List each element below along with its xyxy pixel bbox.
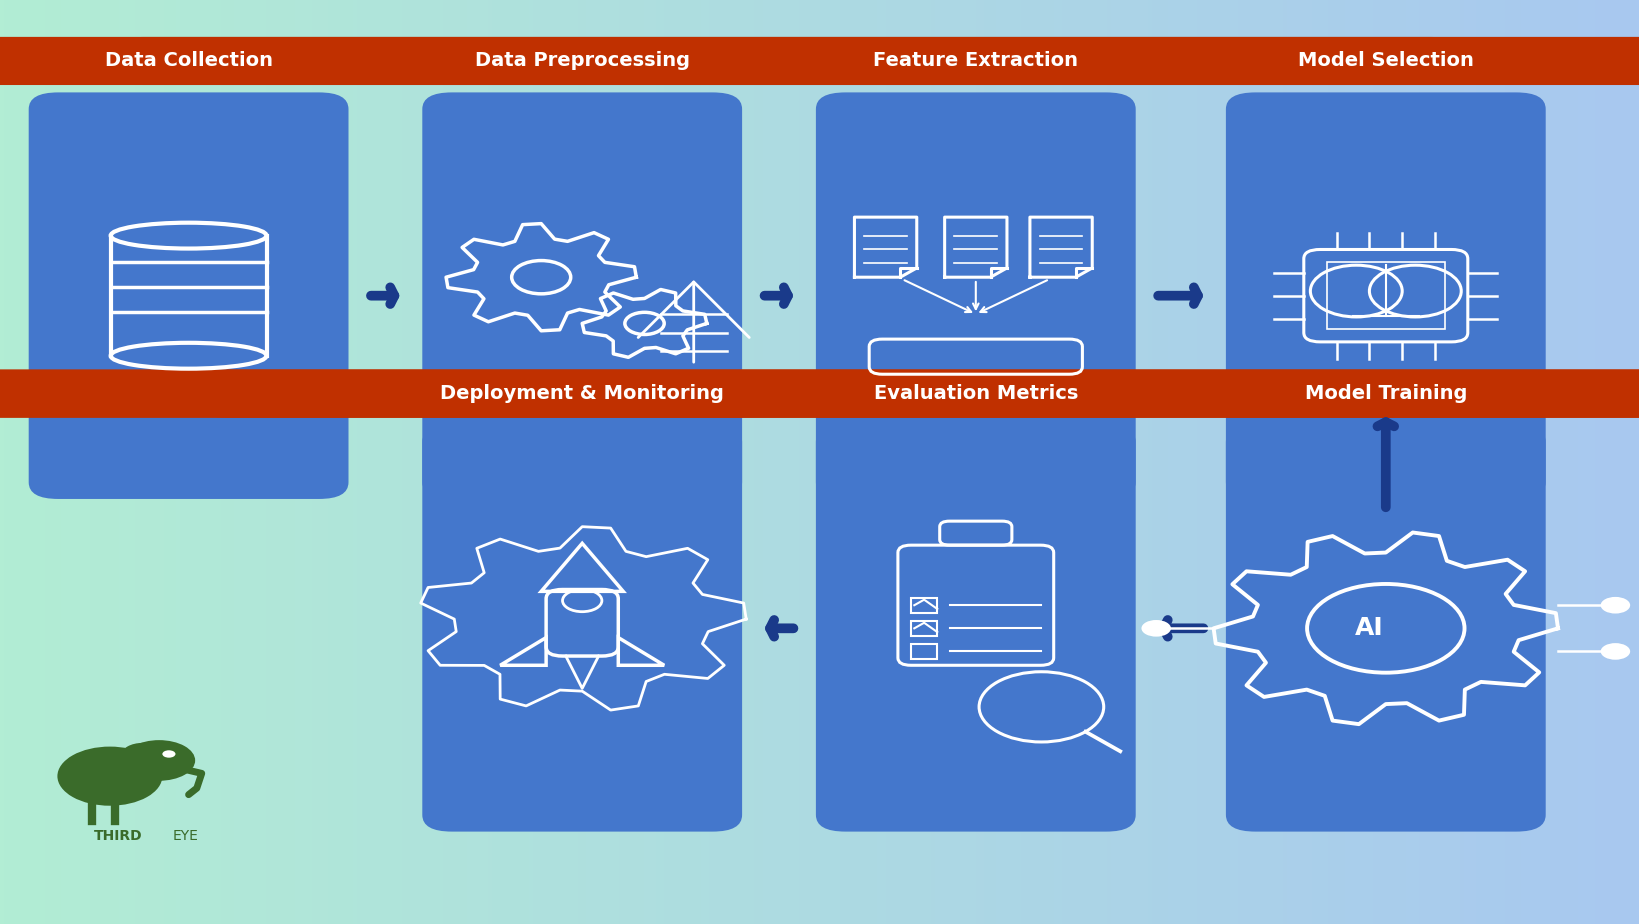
FancyBboxPatch shape bbox=[0, 37, 1457, 85]
Circle shape bbox=[1600, 597, 1629, 614]
Text: Deployment & Monitoring: Deployment & Monitoring bbox=[439, 384, 724, 403]
FancyBboxPatch shape bbox=[1224, 425, 1544, 832]
FancyBboxPatch shape bbox=[0, 37, 1639, 85]
Text: Model Training: Model Training bbox=[1303, 384, 1467, 403]
FancyBboxPatch shape bbox=[815, 92, 1134, 499]
Circle shape bbox=[1600, 643, 1629, 660]
FancyBboxPatch shape bbox=[116, 37, 1639, 85]
Text: AI: AI bbox=[1354, 616, 1383, 640]
Text: Data Preprocessing: Data Preprocessing bbox=[474, 52, 690, 70]
Text: EYE: EYE bbox=[172, 829, 198, 843]
Circle shape bbox=[123, 740, 195, 781]
Text: THIRD: THIRD bbox=[93, 829, 143, 843]
FancyBboxPatch shape bbox=[421, 92, 741, 499]
FancyBboxPatch shape bbox=[198, 370, 1639, 418]
Text: Feature Extraction: Feature Extraction bbox=[872, 52, 1078, 70]
FancyBboxPatch shape bbox=[421, 425, 741, 832]
FancyBboxPatch shape bbox=[1224, 92, 1544, 499]
Text: Data Collection: Data Collection bbox=[105, 52, 272, 70]
FancyArrowPatch shape bbox=[638, 282, 749, 362]
Circle shape bbox=[121, 743, 164, 767]
Circle shape bbox=[1141, 620, 1170, 637]
Circle shape bbox=[57, 747, 162, 806]
FancyBboxPatch shape bbox=[0, 37, 1639, 85]
FancyBboxPatch shape bbox=[815, 425, 1134, 832]
Text: Model Selection: Model Selection bbox=[1296, 52, 1473, 70]
Circle shape bbox=[162, 750, 175, 758]
FancyBboxPatch shape bbox=[0, 370, 1639, 418]
FancyBboxPatch shape bbox=[0, 370, 1639, 418]
FancyBboxPatch shape bbox=[30, 92, 349, 499]
Text: Evaluation Metrics: Evaluation Metrics bbox=[874, 384, 1077, 403]
